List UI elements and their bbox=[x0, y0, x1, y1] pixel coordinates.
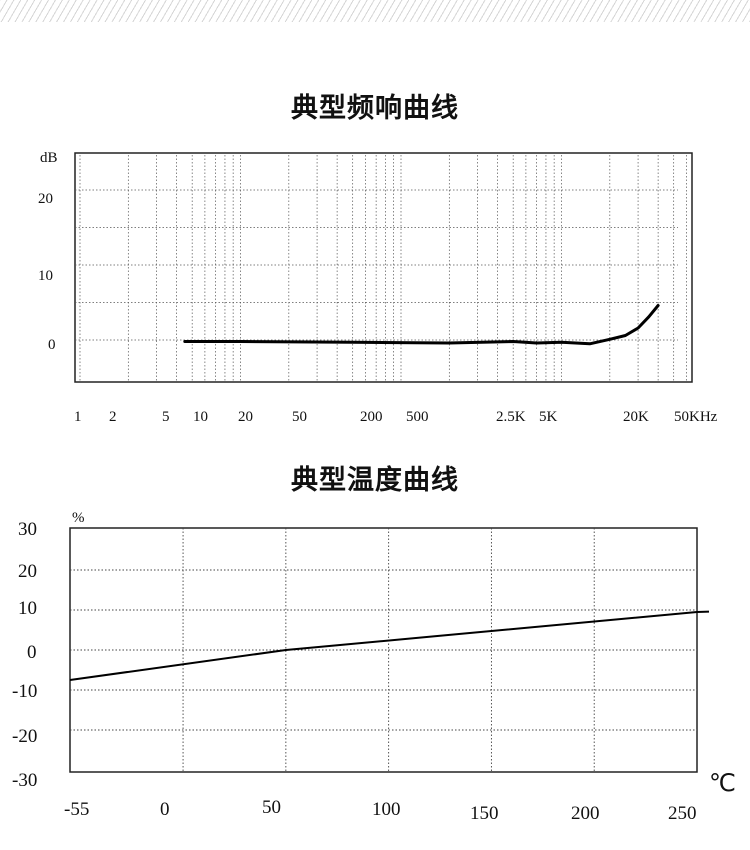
x-tick-label: 10 bbox=[193, 409, 208, 425]
x-tick-label: 150 bbox=[470, 803, 499, 824]
y-tick-label: 20 bbox=[18, 561, 37, 582]
y-axis-unit-label: dB bbox=[40, 150, 58, 166]
x-tick-label: 0 bbox=[160, 799, 170, 820]
decorative-stripe-header bbox=[0, 0, 750, 22]
y-axis-unit-label: % bbox=[72, 510, 85, 526]
plot-frame bbox=[69, 527, 698, 773]
x-tick-label: 20 bbox=[238, 409, 253, 425]
x-tick-label: 5 bbox=[162, 409, 170, 425]
y-tick-label: -10 bbox=[12, 681, 37, 702]
x-tick-label: 50 bbox=[262, 797, 281, 818]
frequency-response-line bbox=[183, 304, 660, 346]
x-tick-label: 50KHz bbox=[674, 409, 718, 425]
x-axis-unit-label: ℃ bbox=[709, 771, 736, 797]
y-tick-label: 0 bbox=[48, 337, 56, 353]
x-tick-label: -55 bbox=[64, 799, 89, 820]
y-tick-label: -30 bbox=[12, 770, 37, 791]
temperature-coefficient-line bbox=[69, 611, 698, 681]
x-tick-label: 1 bbox=[74, 409, 82, 425]
x-tick-label: 250 bbox=[668, 803, 697, 824]
x-tick-label: 20K bbox=[623, 409, 649, 425]
temperature-chart-title: 典型温度曲线 bbox=[291, 465, 459, 496]
x-tick-label: 2.5K bbox=[496, 409, 526, 425]
y-tick-label: 20 bbox=[38, 191, 53, 207]
frequency-chart-title: 典型频响曲线 bbox=[291, 93, 459, 124]
frequency-response-chart: dB 20 10 0 1 2 5 10 20 50 200 500 2.5K 5K 20K 50KHz bbox=[38, 150, 718, 425]
y-tick-label: 0 bbox=[27, 642, 37, 663]
y-tick-label: -20 bbox=[12, 726, 37, 747]
x-tick-label: 100 bbox=[372, 799, 401, 820]
x-tick-label: 5K bbox=[539, 409, 558, 425]
y-tick-label: 10 bbox=[38, 268, 53, 284]
x-tick-label: 200 bbox=[571, 803, 600, 824]
plot-frame bbox=[74, 152, 693, 383]
x-tick-label: 50 bbox=[292, 409, 307, 425]
x-tick-label: 500 bbox=[406, 409, 429, 425]
y-tick-label: 30 bbox=[18, 519, 37, 540]
y-tick-label: 10 bbox=[18, 598, 37, 619]
x-tick-label: 200 bbox=[360, 409, 383, 425]
x-tick-label: 2 bbox=[109, 409, 117, 425]
